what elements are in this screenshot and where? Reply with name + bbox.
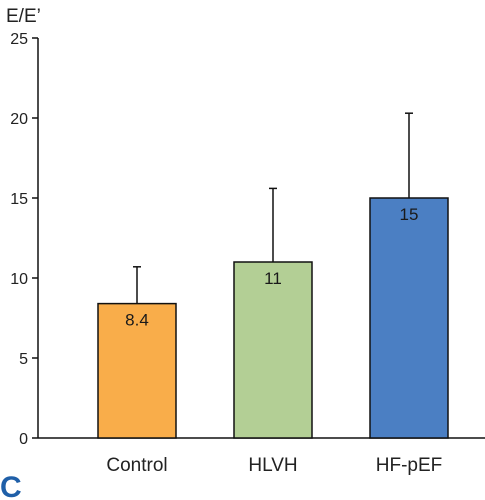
bar	[233, 261, 313, 439]
y-tick-label: 15	[10, 191, 28, 208]
labels-group: 8.4 Control 11 HLVH 15 HF-pEF	[106, 205, 442, 476]
category-label: HLVH	[248, 455, 297, 476]
y-axis-title: E/E’	[6, 6, 41, 27]
category-label: HF-pEF	[376, 455, 443, 476]
bar	[97, 302, 177, 439]
bar-value-label: 15	[400, 205, 419, 224]
y-tick-label: 10	[10, 271, 28, 288]
bar-value-label: 11	[264, 269, 282, 288]
y-tick-label: 5	[19, 351, 28, 368]
category-label: Control	[106, 455, 167, 476]
y-tick-label: 25	[10, 31, 28, 48]
panel-letter: C	[0, 471, 22, 500]
bar	[369, 197, 449, 439]
y-tick-label: 0	[19, 431, 28, 448]
bar-value-label: 8.4	[125, 311, 149, 330]
y-tick-label: 20	[10, 111, 28, 128]
bars-group	[97, 112, 449, 439]
